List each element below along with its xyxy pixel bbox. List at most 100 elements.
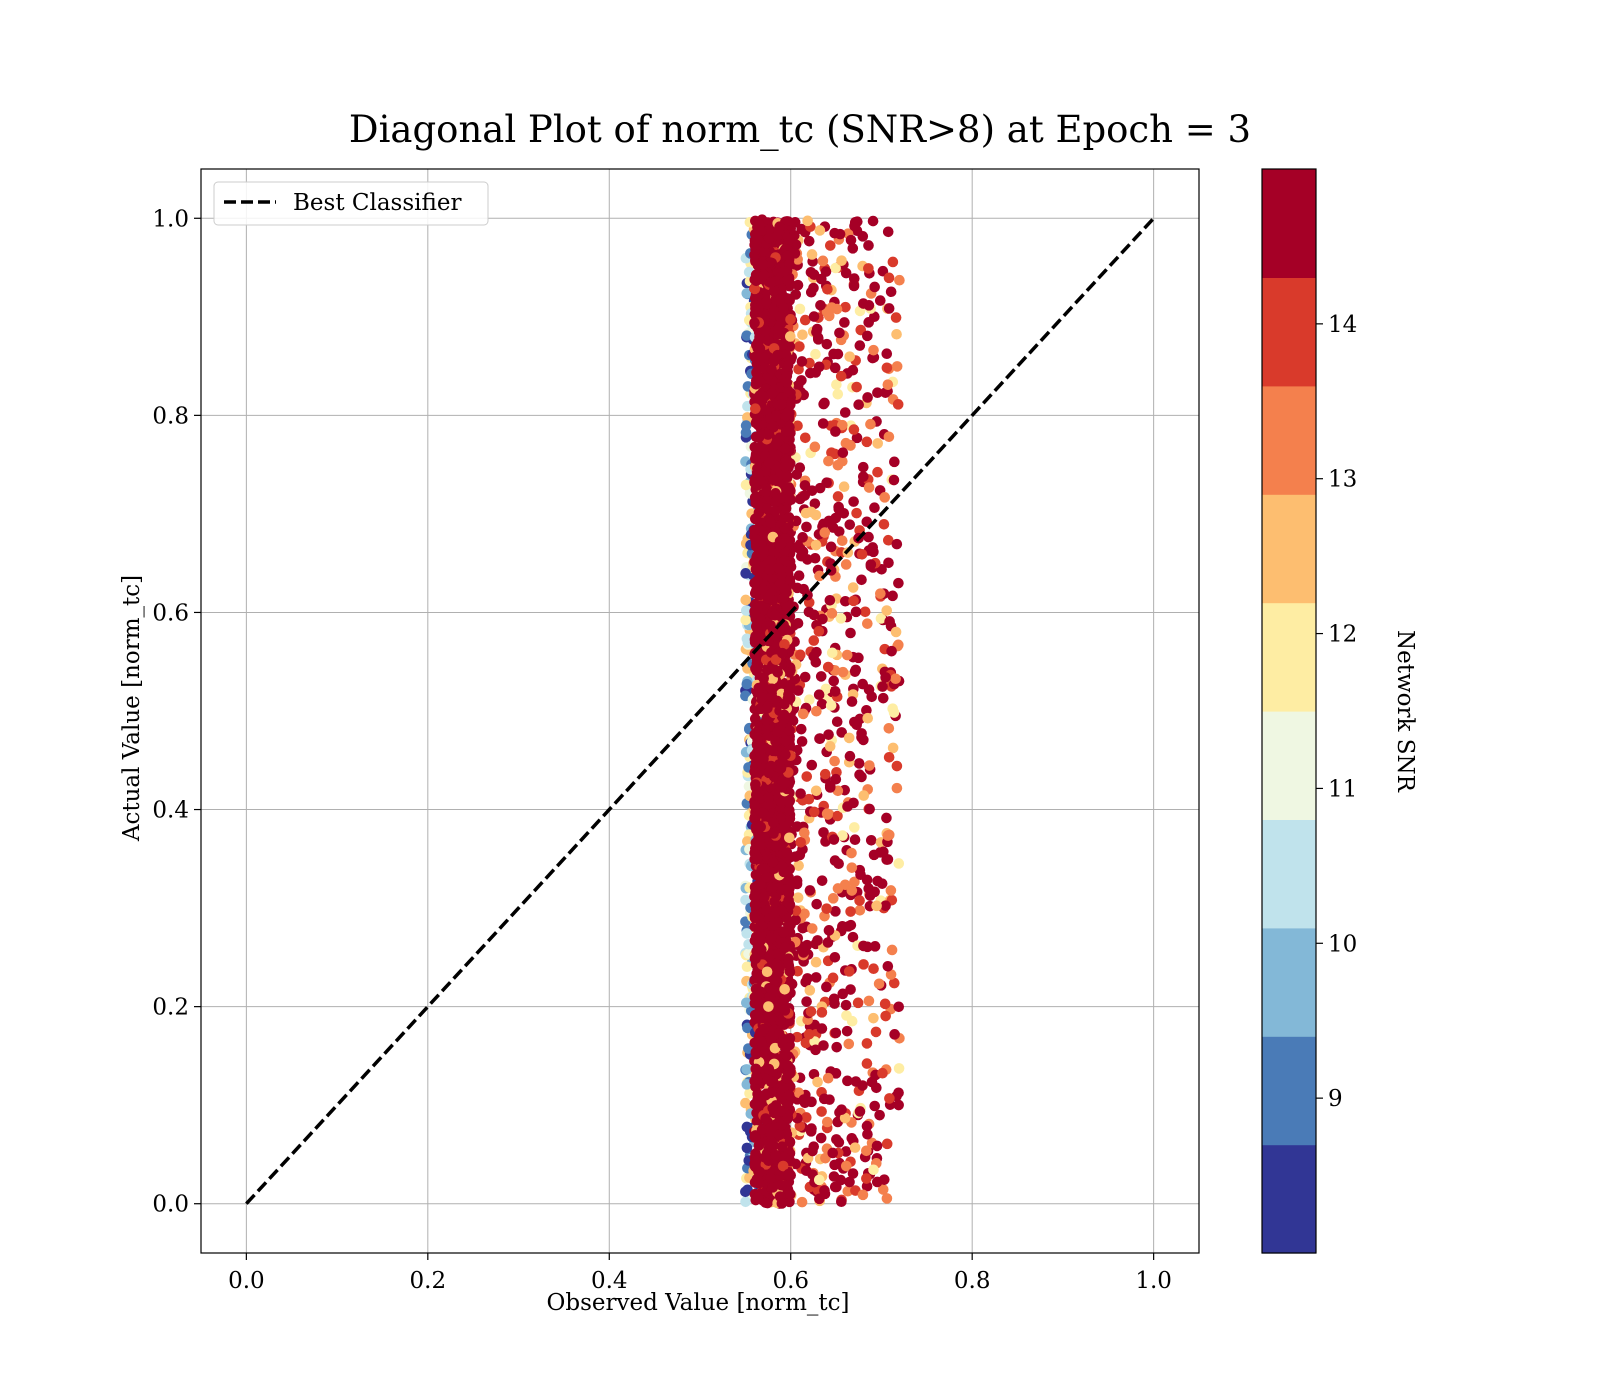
colorbar-band [1262, 927, 1316, 1037]
scatter-point [810, 785, 822, 797]
scatter-point [779, 778, 791, 789]
scatter-point [740, 605, 752, 616]
scatter-point [755, 429, 766, 440]
scatter-point [844, 750, 856, 762]
scatter-point [890, 673, 901, 685]
scatter-point [810, 539, 822, 551]
scatter-point [781, 1129, 793, 1140]
scatter-point [883, 272, 895, 284]
scatter-point [810, 972, 822, 983]
scatter-point [749, 524, 760, 536]
scatter-point [809, 552, 821, 564]
scatter-point [777, 647, 788, 659]
scatter-point [849, 1142, 861, 1153]
scatter-point [866, 691, 878, 703]
scatter-point [803, 235, 815, 247]
scatter-point [854, 1106, 866, 1117]
y-tick-label: 0.6 [152, 600, 189, 626]
scatter-point [749, 1160, 761, 1172]
scatter-point [841, 1025, 853, 1037]
scatter-point [763, 792, 774, 804]
scatter-point [780, 624, 792, 635]
x-axis-ticks: 0.0 0.2 0.4 0.6 0.8 1.0 [228, 1253, 1172, 1294]
scatter-point [844, 1176, 855, 1188]
scatter-point [827, 1147, 839, 1159]
scatter-point [782, 1112, 794, 1124]
scatter-point [770, 438, 782, 450]
y-tick-label: 0.0 [152, 1192, 189, 1218]
scatter-point [774, 311, 786, 322]
scatter-point [808, 311, 820, 322]
scatter-point [883, 431, 895, 443]
scatter-point [765, 277, 777, 289]
scatter-point [796, 356, 808, 367]
scatter-point [832, 388, 844, 400]
scatter-point [814, 225, 826, 236]
scatter-point [809, 1036, 820, 1047]
scatter-point [859, 606, 871, 618]
scatter-point [830, 1068, 842, 1079]
scatter-point [815, 671, 827, 682]
axes-frame [200, 168, 1200, 1254]
scatter-point [785, 1188, 796, 1200]
scatter-point [813, 626, 825, 637]
x-axis-label: Observed Value [norm_tc] [547, 1290, 850, 1316]
scatter-point [792, 279, 804, 291]
scatter-point [825, 541, 837, 553]
scatter-point [796, 736, 808, 747]
scatter-point [750, 534, 761, 545]
scatter-point [742, 1022, 753, 1034]
scatter-point [775, 538, 787, 550]
scatter-point [869, 941, 881, 952]
scatter-point [821, 477, 832, 489]
y-axis-label: Actual Value [norm_tc] [119, 575, 145, 842]
scatter-point [857, 461, 869, 473]
scatter-point [740, 420, 752, 431]
scatter-point [861, 1038, 873, 1049]
scatter-point [847, 364, 859, 376]
scatter-point [887, 742, 899, 754]
scatter-point [768, 474, 779, 486]
scatter-point [865, 418, 876, 430]
scatter-point [782, 601, 793, 613]
scatter-point [888, 474, 900, 486]
x-tick-label: 0.6 [772, 1268, 809, 1294]
scatter-point [766, 1141, 778, 1153]
scatter-point [754, 879, 766, 890]
scatter-point [861, 1173, 872, 1184]
scatter-point [824, 594, 836, 606]
scatter-point [776, 1141, 788, 1153]
scatter-point [845, 984, 856, 995]
scatter-point [763, 1001, 774, 1012]
scatter-point [848, 273, 860, 284]
x-tick-label: 0.0 [228, 1268, 265, 1294]
scatter-point [861, 1180, 873, 1192]
legend: Best Classifier [213, 181, 489, 226]
scatter-point [878, 519, 890, 530]
scatter-point [758, 1023, 769, 1035]
scatter-point [740, 594, 752, 606]
scatter-point [880, 900, 891, 912]
scatter-point [740, 1196, 751, 1208]
scatter-point [749, 713, 761, 724]
scatter-point [763, 457, 775, 469]
scatter-point [892, 399, 904, 410]
scatter-point [764, 564, 776, 575]
colorbar-band [1262, 602, 1316, 712]
scatter-point [823, 925, 835, 936]
scatter-point [782, 274, 793, 285]
y-tick-label: 1.0 [152, 206, 189, 232]
colorbar-tick-label: 14 [1328, 312, 1357, 338]
colorbar-label: Network SNR [1392, 630, 1418, 793]
scatter-point [810, 956, 822, 968]
scatter-point [763, 1063, 775, 1075]
scatter-point [755, 334, 766, 345]
scatter-point [780, 410, 792, 422]
scatter-point [782, 250, 793, 262]
scatter-point [875, 588, 886, 599]
scatter-point [781, 847, 793, 858]
x-tick-label: 0.8 [954, 1268, 991, 1294]
scatter-point [741, 1064, 752, 1075]
scatter-point [891, 538, 903, 550]
